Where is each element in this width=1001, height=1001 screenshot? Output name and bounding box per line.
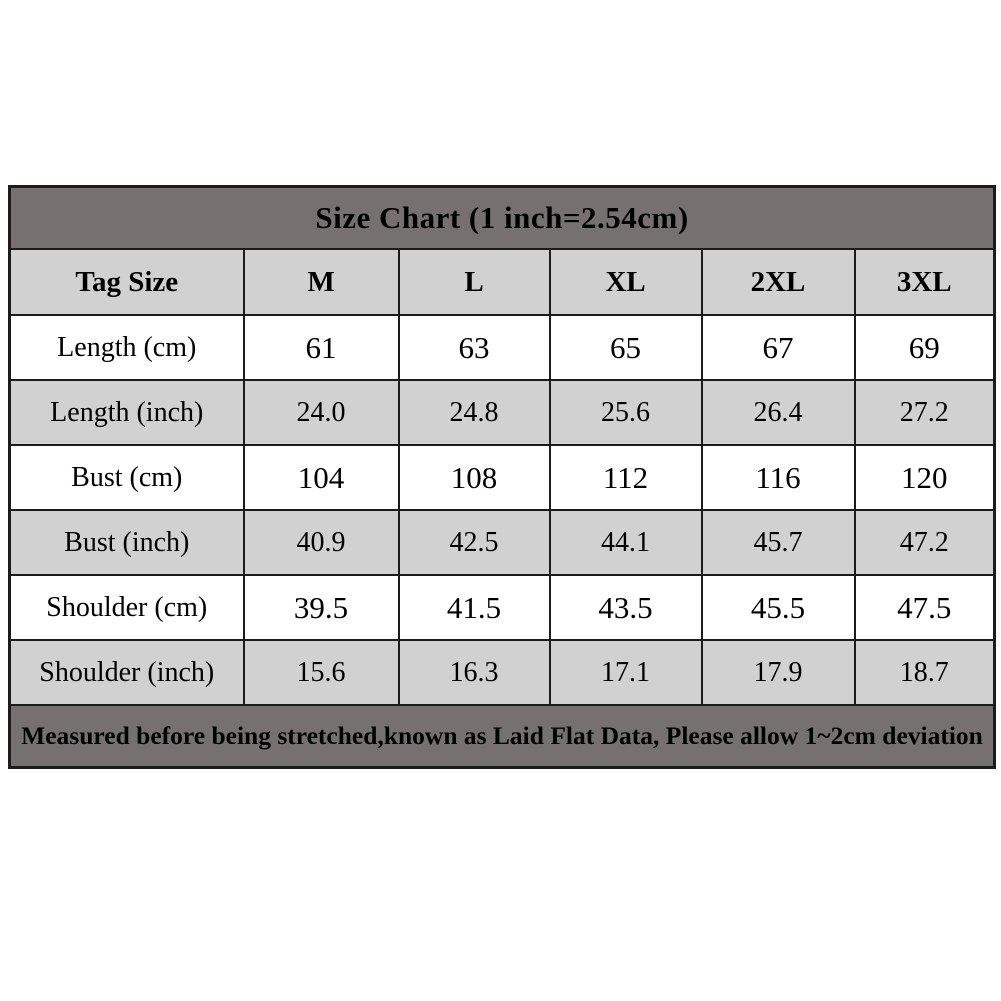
cell-value: 39.5 <box>242 574 400 641</box>
chart-title: Size Chart (1 inch=2.54cm) <box>8 185 996 250</box>
table-row: Bust (inch) 40.9 42.5 44.1 45.7 47.2 <box>8 509 996 576</box>
row-label: Bust (cm) <box>8 444 245 511</box>
table-row: Shoulder (cm) 39.5 41.5 43.5 45.5 47.5 <box>8 574 996 641</box>
column-header-2xl: 2XL <box>700 248 856 316</box>
cell-value: 47.5 <box>853 574 996 641</box>
cell-value: 69 <box>853 314 996 381</box>
cell-value: 42.5 <box>397 509 551 576</box>
cell-value: 61 <box>242 314 400 381</box>
cell-value: 24.0 <box>242 379 400 446</box>
table-row: Length (cm) 61 63 65 67 69 <box>8 314 996 381</box>
table-row: Shoulder (inch) 15.6 16.3 17.1 17.9 18.7 <box>8 639 996 706</box>
column-header-m: M <box>242 248 400 316</box>
table-row: Bust (cm) 104 108 112 116 120 <box>8 444 996 511</box>
column-header-l: L <box>397 248 551 316</box>
cell-value: 18.7 <box>853 639 996 706</box>
cell-value: 25.6 <box>548 379 703 446</box>
cell-value: 27.2 <box>853 379 996 446</box>
cell-value: 26.4 <box>700 379 856 446</box>
footnote-row: Measured before being stretched,known as… <box>8 704 996 769</box>
cell-value: 45.7 <box>700 509 856 576</box>
cell-value: 43.5 <box>548 574 703 641</box>
cell-value: 108 <box>397 444 551 511</box>
size-chart-table: Size Chart (1 inch=2.54cm) Tag Size M L XL 2… <box>8 185 997 769</box>
cell-value: 104 <box>242 444 400 511</box>
cell-value: 16.3 <box>397 639 551 706</box>
column-header-label: Tag Size <box>8 248 245 316</box>
cell-value: 45.5 <box>700 574 856 641</box>
table-body: Length (cm) 61 63 65 67 69 Length (inch) 24.0 24… <box>8 314 996 706</box>
cell-value: 40.9 <box>242 509 400 576</box>
column-header-xl: XL <box>548 248 703 316</box>
table-row: Length (inch) 24.0 24.8 25.6 26.4 27.2 <box>8 379 996 446</box>
cell-value: 41.5 <box>397 574 551 641</box>
cell-value: 15.6 <box>242 639 400 706</box>
cell-value: 44.1 <box>548 509 703 576</box>
cell-value: 17.1 <box>548 639 703 706</box>
cell-value: 120 <box>853 444 996 511</box>
header-row: Tag Size M L XL 2XL 3XL <box>8 248 996 316</box>
cell-value: 67 <box>700 314 856 381</box>
row-label: Shoulder (inch) <box>8 639 245 706</box>
row-label: Length (inch) <box>8 379 245 446</box>
cell-value: 24.8 <box>397 379 551 446</box>
cell-value: 47.2 <box>853 509 996 576</box>
cell-value: 116 <box>700 444 856 511</box>
row-label: Bust (inch) <box>8 509 245 576</box>
cell-value: 112 <box>548 444 703 511</box>
row-label: Shoulder (cm) <box>8 574 245 641</box>
cell-value: 17.9 <box>700 639 856 706</box>
cell-value: 65 <box>548 314 703 381</box>
column-header-3xl: 3XL <box>853 248 996 316</box>
title-row: Size Chart (1 inch=2.54cm) <box>8 185 996 250</box>
cell-value: 63 <box>397 314 551 381</box>
row-label: Length (cm) <box>8 314 245 381</box>
footnote-text: Measured before being stretched,known as… <box>8 704 996 769</box>
